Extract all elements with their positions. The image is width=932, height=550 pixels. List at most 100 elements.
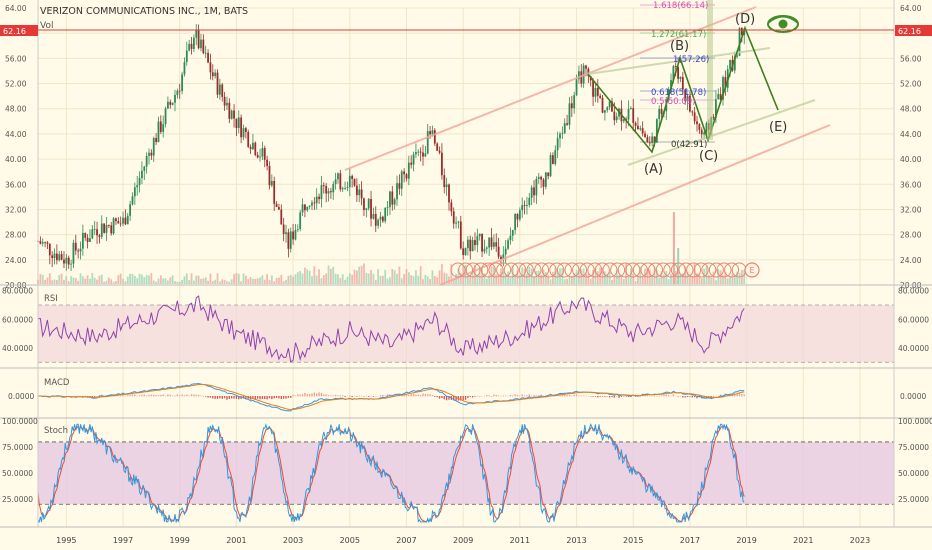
price-tag-right-text: 62.16 <box>898 27 921 36</box>
candle-body <box>112 218 115 234</box>
candle-body <box>332 184 335 193</box>
volume-bar <box>639 266 642 284</box>
volume-bar <box>211 281 214 284</box>
x-tick: 2013 <box>566 536 586 545</box>
macd-hist-bar <box>297 394 299 397</box>
macd-hist-bar <box>167 394 169 397</box>
y-tick-right: 52.00 <box>900 80 922 89</box>
volume-bar <box>58 275 61 284</box>
volume-bar <box>72 277 75 284</box>
macd-hist-bar <box>119 395 122 397</box>
macd-hist-bar <box>223 396 226 399</box>
candle-body <box>426 131 429 154</box>
future-marker-circle <box>579 262 595 278</box>
candle-body <box>412 154 415 165</box>
macd-hist-bar <box>599 396 601 397</box>
volume-bar <box>339 278 342 284</box>
macd-hist-bar <box>197 394 200 397</box>
candle-body <box>105 224 108 233</box>
eye-icon[interactable] <box>767 15 799 33</box>
volume-bar <box>698 273 701 284</box>
candle-body <box>197 29 200 49</box>
volume-bar <box>731 273 734 284</box>
candle-body <box>601 97 604 113</box>
macd-hist-bar <box>419 394 422 397</box>
macd-hist-bar <box>136 395 138 397</box>
future-marker-circle <box>678 262 694 278</box>
candle-body <box>263 148 266 160</box>
rsi-tick-right: 80.0000 <box>898 287 929 296</box>
candle-body <box>396 183 398 200</box>
macd-hist-bar <box>365 395 368 397</box>
x-tick: 1995 <box>56 536 76 545</box>
volume-bar <box>119 273 122 284</box>
candle-body <box>150 152 153 156</box>
macd-hist-bar <box>127 395 129 397</box>
macd-hist-bar <box>519 395 521 397</box>
macd-hist-bar <box>443 396 445 400</box>
candle-body <box>254 142 257 155</box>
volume-bar <box>226 281 228 284</box>
macd-hist-bar <box>743 394 745 397</box>
volume-bar <box>306 269 309 284</box>
candle-body <box>233 110 235 119</box>
candle-body <box>247 131 250 147</box>
candle-body <box>523 205 526 206</box>
candle-body <box>301 204 304 213</box>
macd-hist-bar <box>405 393 408 397</box>
volume-bar <box>459 272 462 284</box>
candle-body <box>648 142 651 144</box>
candle-body <box>100 223 103 237</box>
volume-bar <box>77 280 80 284</box>
macd-hist-bar <box>696 396 698 399</box>
candle-body <box>715 99 717 118</box>
macd-hist-bar <box>658 395 660 397</box>
macd-hist-bar <box>316 393 318 397</box>
future-marker-circle <box>564 262 580 278</box>
stoch-tick-left: 25.0000 <box>2 495 33 504</box>
volume-bar <box>337 274 339 284</box>
macd-hist-bar <box>620 396 623 397</box>
macd-hist-bar <box>230 396 233 399</box>
candle-body <box>722 77 724 100</box>
macd-hist-bar <box>575 394 578 397</box>
candle-body <box>547 172 550 177</box>
volume-bar <box>67 281 70 284</box>
volume-bar <box>218 281 221 284</box>
volume-bar <box>507 271 509 284</box>
candle-body <box>167 101 169 109</box>
volume-bar <box>287 275 290 284</box>
volume-spike <box>672 212 675 284</box>
macd-hist-bar <box>124 395 127 397</box>
x-tick: 2011 <box>510 536 530 545</box>
candle-body <box>304 204 306 211</box>
candle-body <box>143 166 146 171</box>
candle-body <box>244 128 247 132</box>
candle-body <box>367 198 370 209</box>
candle-body <box>561 133 564 134</box>
macd-hist-bar <box>474 396 476 397</box>
candle-body <box>136 185 139 188</box>
candle-body <box>578 71 580 80</box>
candle-body <box>528 197 531 205</box>
macd-hist-bar <box>301 394 304 397</box>
x-tick: 1997 <box>113 536 133 545</box>
candle-body <box>554 150 557 164</box>
macd-hist-bar <box>318 392 320 397</box>
candle-body <box>259 156 261 158</box>
macd-hist-bar <box>93 396 96 398</box>
volume-bar <box>393 270 396 284</box>
volume-bar <box>174 281 176 284</box>
volume-bar <box>374 279 377 284</box>
candle-body <box>441 152 443 176</box>
candle-body <box>677 66 680 79</box>
macd-hist-bar <box>627 396 630 398</box>
volume-bar <box>150 273 153 284</box>
candle-body <box>282 224 285 234</box>
macd-hist-bar <box>238 396 240 400</box>
macd-hist-bar <box>89 396 91 397</box>
candle-body <box>533 187 535 196</box>
volume-bar <box>266 274 269 284</box>
volume-bar <box>719 270 722 284</box>
